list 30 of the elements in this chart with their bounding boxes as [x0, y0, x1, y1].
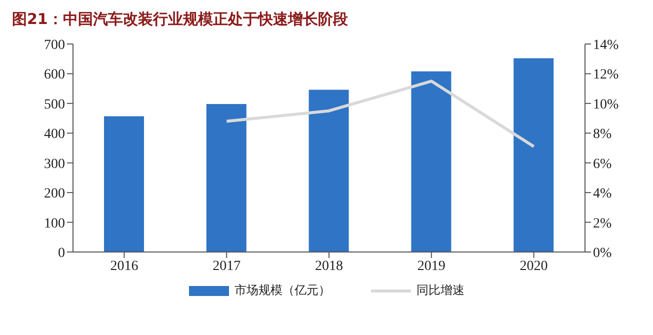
bar	[206, 104, 246, 252]
x-tick-label: 2018	[315, 258, 343, 274]
y2-tick-label: 0%	[593, 246, 612, 261]
bar	[411, 71, 452, 252]
y-tick-label: 300	[44, 156, 65, 172]
y-tick-label: 400	[44, 127, 65, 142]
y-tick-label: 200	[44, 186, 65, 202]
x-tick-label: 2020	[520, 258, 548, 274]
y-tick-label: 500	[44, 97, 65, 112]
legend-label: 同比增速	[416, 282, 464, 299]
y2-tick-label: 8%	[593, 127, 612, 142]
y-tick-label: 600	[44, 68, 65, 83]
y2-tick-label: 14%	[593, 38, 619, 53]
legend-label: 市场规模（亿元）	[234, 282, 330, 299]
y2-tick-label: 12%	[593, 68, 619, 83]
bar	[104, 116, 144, 252]
y2-tick-label: 6%	[593, 156, 612, 172]
line-series	[225, 80, 536, 148]
y2-tick-label: 4%	[593, 186, 612, 202]
y-tick-label: 0	[58, 246, 65, 261]
bar	[308, 90, 349, 252]
y2-tick-label: 2%	[593, 216, 612, 232]
x-tick-label: 2016	[110, 258, 138, 274]
x-tick-label: 2017	[212, 258, 241, 274]
bar	[514, 58, 554, 252]
y-tick-label: 100	[44, 216, 65, 232]
y-tick-label: 700	[44, 38, 65, 53]
x-tick-label: 2019	[417, 258, 446, 274]
y2-tick-label: 10%	[593, 97, 619, 112]
chart-title: 图21：中国汽车改装行业规模正处于快速增长阶段	[11, 9, 349, 30]
